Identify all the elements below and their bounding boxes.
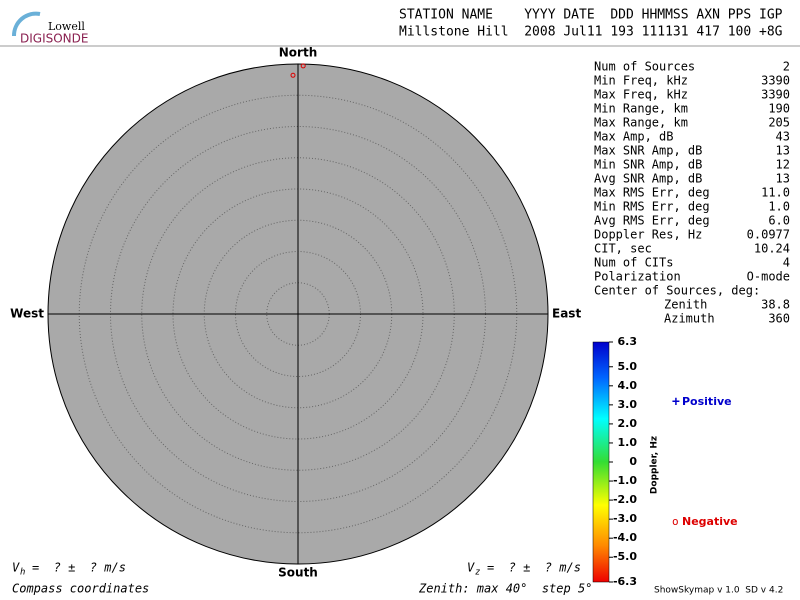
stat-label: Max Freq, kHz [594,88,688,102]
colorbar-tick-label: -1.0 [613,474,637,487]
stat-label: Min SNR Amp, dB [594,158,702,172]
dir-east: East [552,307,581,321]
header-columns: STATION NAME YYYY DATE DDD HHMMSS AXN PP… [399,8,783,23]
colorbar-tick-label: -3.0 [613,512,637,525]
colorbar-scale [592,341,610,583]
version: ShowSkymap v 1.0 SD v 4.2 [654,586,783,596]
dir-south: South [278,566,318,580]
stat-value: 360 [768,312,790,326]
vh-symbol: V [12,561,20,575]
stat-label: Min RMS Err, deg [594,200,710,214]
stat-label: Min Range, km [594,102,688,116]
colorbar-tick-label: -4.0 [613,531,637,544]
dir-north: North [279,46,317,60]
stat-label: Num of Sources [594,60,695,74]
stats-table: Num of Sources 2 Min Freq, kHz 3390 Max Freq… [594,60,790,326]
stat-value: 13 [776,144,790,158]
source-point [300,63,306,69]
colorbar-tick-label: -5.0 [613,550,637,563]
stat-label: Doppler Res, Hz [594,228,702,242]
stat-value: 190 [768,102,790,116]
vh-sub: h [20,568,25,578]
colorbar-tick-label: 2.0 [618,417,638,430]
colorbar-label: Doppler, Hz [650,436,660,494]
stat-label: Avg RMS Err, deg [594,214,710,228]
colorbar-tick-label: 3.0 [618,398,638,411]
stat-value: 11.0 [761,186,790,200]
zenith-info: Zenith: max 40° step 5° [418,582,592,596]
logo-arc [11,11,41,37]
stat-value: 38.8 [761,298,790,312]
colorbar: 6.3 5.0 4.0 3.0 2.0 1.0 0 -1.0 -2.0 -3.0 -4.0 -5.0 -… [592,335,638,588]
colorbar-tick-label: -6.3 [613,575,637,588]
stat-value: 10.24 [754,242,790,256]
stat-label: Zenith [664,298,707,312]
vz-text: = ? ± ? m/s [487,561,581,575]
stat-value: 205 [768,116,790,130]
colorbar-tick-label: 1.0 [618,436,638,449]
header-values: Millstone Hill 2008 Jul11 193 111131 417… [399,25,783,40]
stat-value: 4 [783,256,790,270]
colorbar-tick-label: 0 [629,455,637,468]
stat-value: 1.0 [768,200,790,214]
stat-label: Max Range, km [594,116,688,130]
stat-label: Avg SNR Amp, dB [594,172,702,186]
skymap-plot: North South East West [10,46,581,580]
stat-label: CIT, sec [594,242,652,256]
source-point [290,72,296,78]
stat-value: 3390 [761,88,790,102]
stat-label: Center of Sources, deg: [594,284,760,298]
stat-value: 3390 [761,74,790,88]
stat-value: 43 [776,130,790,144]
stat-label: Max Amp, dB [594,130,673,144]
legend-positive: Positive [682,395,732,408]
logo-bottom: DIGISONDE [20,32,88,46]
vh-text: = ? ± ? m/s [32,561,126,575]
stat-value: 6.0 [768,214,790,228]
stat-value: 12 [776,158,790,172]
legend-negative-symbol: o [672,515,679,528]
stat-value: 2 [783,60,790,74]
colorbar-tick-label: -2.0 [613,493,637,506]
stat-label: Num of CITs [594,256,673,270]
stat-label: Min Freq, kHz [594,74,688,88]
vz-symbol: V [467,561,475,575]
colorbar-tick-label: 4.0 [618,379,638,392]
stat-value: 13 [776,172,790,186]
colorbar-tick-label: 6.3 [618,335,638,348]
stat-label: Azimuth [664,312,715,326]
legend-negative: Negative [682,515,738,528]
stat-label: Max SNR Amp, dB [594,144,702,158]
dir-west: West [10,307,44,321]
coords-note: Compass coordinates [12,582,149,596]
vz-sub: z [475,568,480,578]
colorbar-tick-label: 5.0 [618,360,638,373]
legend-positive-symbol: + [672,395,680,410]
logo-top: Lowell [48,20,85,33]
stat-value: O-mode [747,270,790,284]
stat-label: Polarization [594,270,681,284]
stat-value: 0.0977 [747,228,790,242]
stat-label: Max RMS Err, deg [594,186,710,200]
